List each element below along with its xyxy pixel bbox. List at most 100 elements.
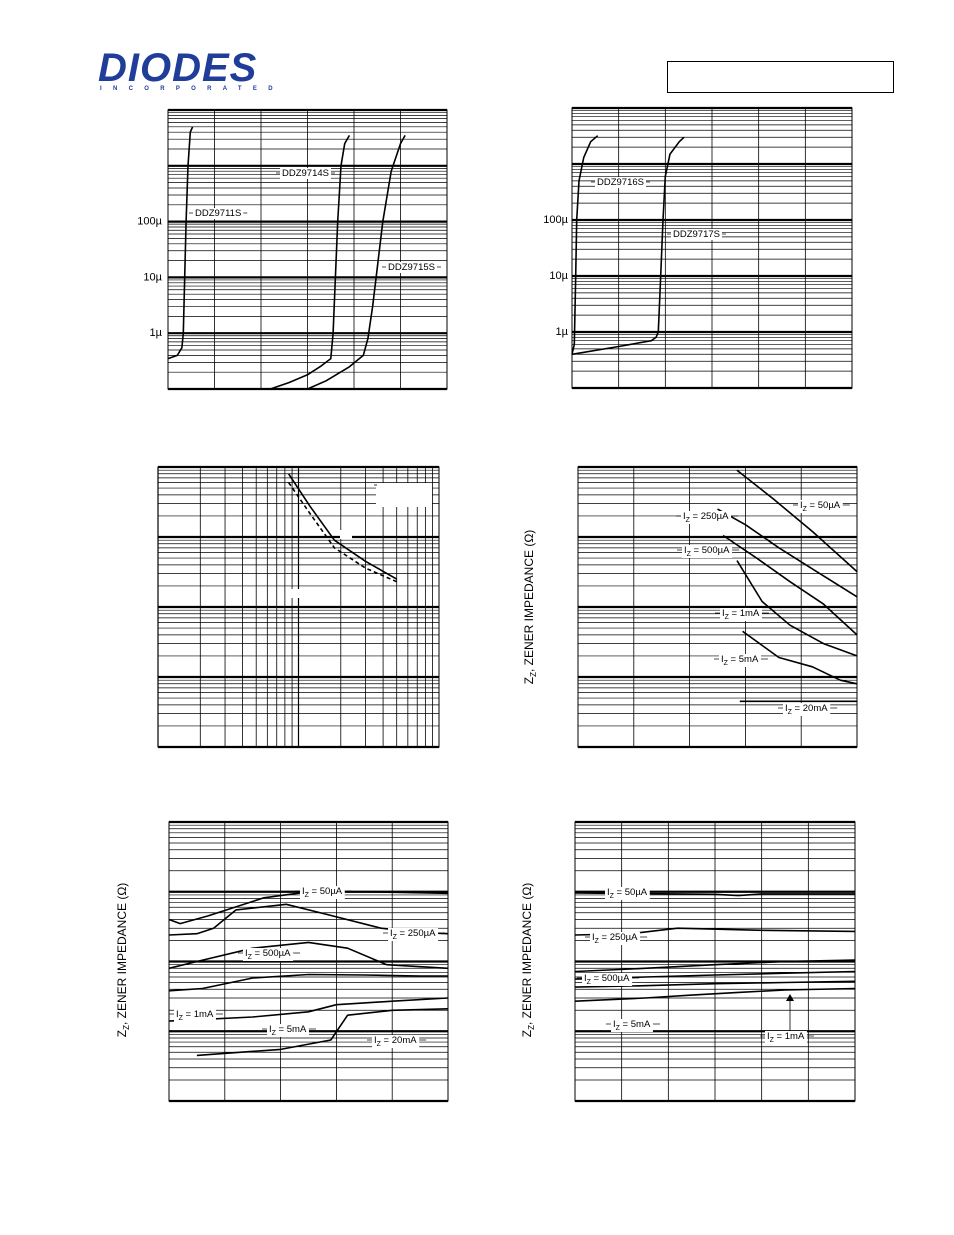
axis-title-sub: Z: [527, 1025, 536, 1030]
label-background: [719, 654, 761, 667]
label-main: I: [592, 932, 595, 943]
label-sub: Z: [595, 938, 600, 945]
series-label: IZ = 250µA: [383, 928, 446, 941]
label-rest: = 50µA: [614, 887, 648, 898]
annotations: [290, 530, 794, 1031]
label-background: [193, 208, 244, 219]
label-background: [605, 887, 650, 900]
series-label: IZ = 1mA: [760, 1031, 814, 1044]
label-rest: = 1mA: [729, 608, 760, 619]
series-line: [574, 892, 855, 897]
y-tick-label: 100µ: [543, 214, 568, 226]
series-label-text: DDZ9716S: [597, 177, 644, 188]
series-line: [307, 135, 406, 390]
label-background: [388, 928, 439, 941]
label-main: I: [683, 511, 686, 522]
label-background: [681, 511, 732, 524]
series-label: DDZ9716S: [591, 177, 650, 188]
label-background: [280, 168, 331, 179]
label-main: I: [176, 1009, 179, 1020]
logo-wordmark: DIODES: [98, 46, 258, 90]
label-background: [671, 229, 722, 240]
series-line: [742, 630, 858, 685]
series-line: [287, 473, 398, 580]
label-sub: Z: [305, 892, 310, 899]
series-line: [168, 891, 449, 925]
series-label-text: IZ = 1mA: [767, 1031, 805, 1044]
series-label: IZ = 5mA: [606, 1019, 660, 1032]
series-label: IZ = 20mA: [367, 1035, 427, 1048]
label-background: [783, 703, 831, 716]
series-line: [574, 987, 856, 1002]
y-axis-title: ZZ, ZENER IMPEDANCE (Ω): [520, 883, 536, 1038]
label-sub: Z: [248, 954, 253, 961]
diodes-logo: DIODES INCORPORATED: [98, 46, 273, 94]
series-label-text: IZ = 1mA: [176, 1009, 214, 1022]
label-main: I: [390, 928, 393, 939]
axis-title-main: Z: [520, 1030, 534, 1037]
label-rest: = 20mA: [792, 703, 828, 714]
series-label-text: IZ = 500µA: [584, 973, 630, 986]
label-rest: = 500µA: [591, 973, 630, 984]
label-sub: Z: [377, 1041, 382, 1048]
annotation-gap: [340, 530, 352, 539]
series-label-text: IZ = 5mA: [721, 654, 759, 667]
series-line: [722, 534, 858, 636]
series-label-text: IZ = 5mA: [269, 1024, 307, 1037]
chart-c2: 100µ 10µ 1µ DDZ9716S DDZ9717S: [543, 106, 853, 390]
label-sub: Z: [770, 1037, 775, 1044]
label-main: I: [302, 886, 305, 897]
label-sub: Z: [179, 1015, 184, 1022]
label-main: I: [245, 948, 248, 959]
series-line: [167, 126, 194, 360]
series-label-text: IZ = 250µA: [592, 932, 638, 945]
y-tick-label: 1µ: [150, 327, 163, 339]
label-main: I: [269, 1024, 272, 1035]
label-sub: Z: [803, 506, 808, 513]
plot-frame: [157, 466, 440, 748]
arrow-marker: [786, 994, 794, 1001]
series-label-text: IZ = 5mA: [613, 1019, 651, 1032]
label-main: I: [800, 500, 803, 511]
series-label: IZ = 1mA: [169, 1009, 223, 1022]
plot-frame: [577, 466, 858, 748]
series-label: DDZ9714S: [276, 168, 335, 179]
chart-c1: 100µ 10µ 1µ DDZ9711S DDZ9714S DDZ9715S: [137, 108, 448, 391]
axis-title-main: Z: [115, 1030, 129, 1037]
series-label: IZ = 50µA: [793, 500, 850, 513]
label-background: [798, 500, 843, 513]
label-rest: = 500µA: [691, 545, 730, 556]
label-main: I: [785, 703, 788, 714]
label-rest: = 250µA: [599, 932, 638, 943]
axis-title-rest: , ZENER IMPEDANCE (Ω): [520, 883, 534, 1025]
series-label: DDZ9711S: [189, 208, 248, 219]
label-sub: Z: [725, 614, 730, 621]
label-background: [611, 1019, 653, 1032]
y-axis-title: ZZ, ZENER IMPEDANCE (Ω): [115, 883, 131, 1038]
label-main: I: [584, 973, 587, 984]
label-background: [682, 545, 733, 558]
label-background: [267, 1024, 309, 1037]
series-label-text: DDZ9715S: [388, 262, 435, 273]
label-rest: = 1mA: [774, 1031, 805, 1042]
series-label: IZ = 20mA: [778, 703, 838, 716]
series-label-text: IZ = 1mA: [722, 608, 760, 621]
label-background: [720, 608, 762, 621]
label-main: I: [684, 545, 687, 556]
series-label-text: IZ = 50µA: [800, 500, 841, 513]
axis-title-sub: Z: [529, 672, 538, 677]
label-main: I: [722, 608, 725, 619]
chart-c3: [157, 465, 440, 749]
series-label: IZ = 500µA: [577, 973, 640, 986]
series-label: IZ = 50µA: [600, 887, 657, 900]
series-label-text: DDZ9711S: [195, 208, 241, 219]
series-label-text: IZ = 250µA: [683, 511, 729, 524]
axis-title-rest: , ZENER IMPEDANCE (Ω): [115, 883, 129, 1025]
label-rest: = 50µA: [309, 886, 343, 897]
label-rest: = 5mA: [620, 1019, 651, 1030]
label-rest: = 50µA: [807, 500, 841, 511]
series-label-text: IZ = 50µA: [607, 887, 648, 900]
